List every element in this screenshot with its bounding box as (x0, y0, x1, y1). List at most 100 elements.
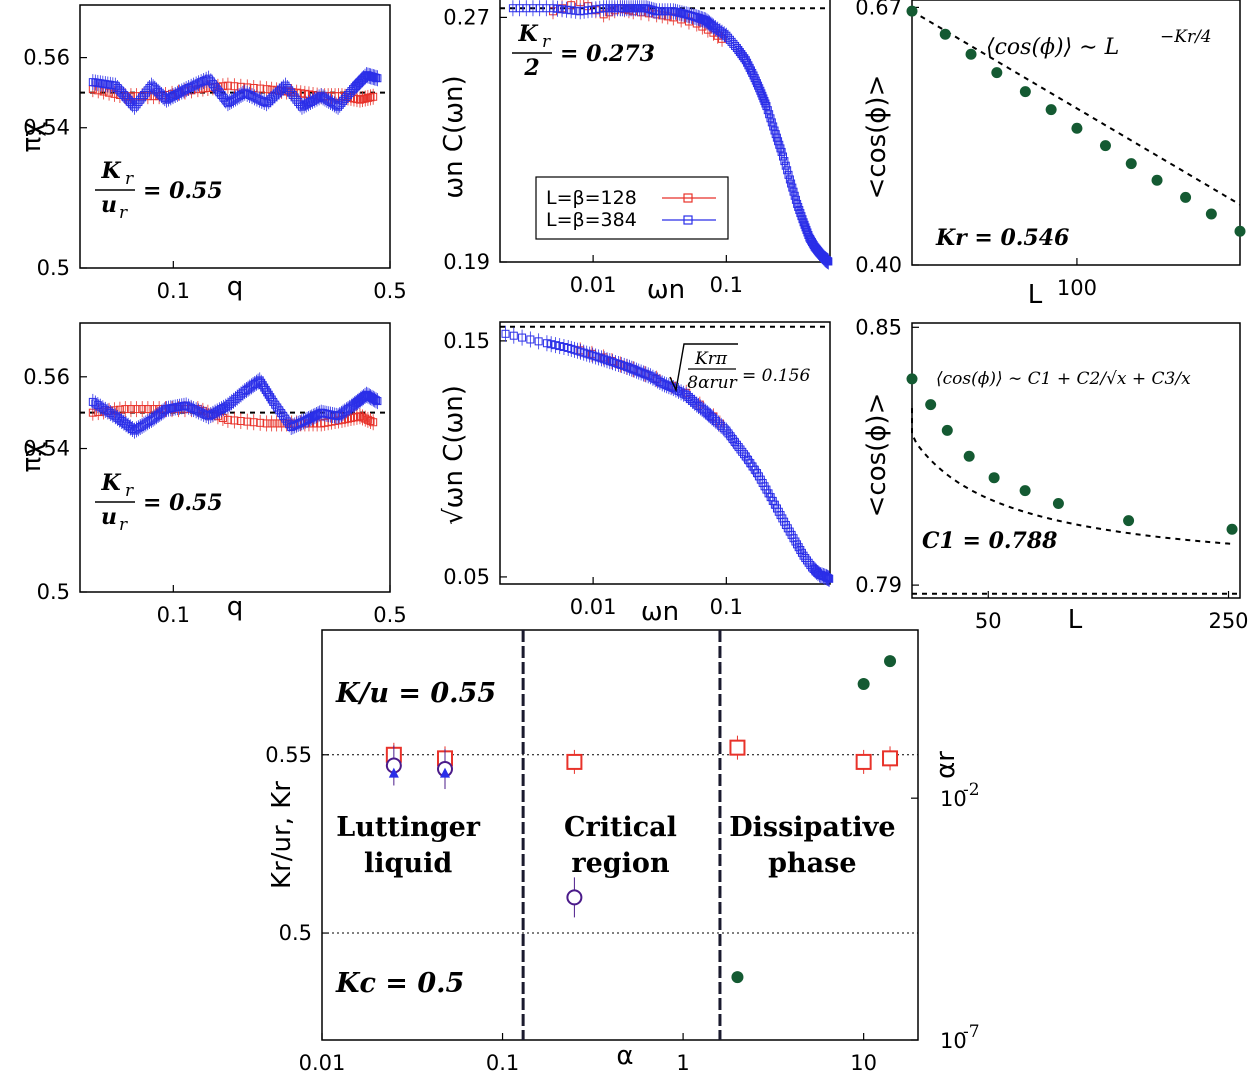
data-point (361, 414, 370, 423)
data-point (124, 95, 133, 104)
data-point (780, 157, 789, 166)
data-point (648, 373, 657, 382)
y-axis-label: √ωn C(ωn) (439, 385, 469, 525)
data-point (230, 416, 239, 425)
data-point (906, 5, 918, 17)
annotation-numerator: K (100, 470, 121, 496)
annotation-denominator: 8αrur (687, 373, 737, 393)
data-point (781, 161, 790, 170)
x-tick-label: 0.01 (299, 1051, 346, 1075)
data-point (611, 359, 620, 368)
data-point (439, 767, 450, 778)
data-point (204, 74, 213, 83)
data-point (965, 48, 977, 60)
panel-b1: 0.01 0.1 0.19 0.27 K r2 = 0.273 ωn C(ωn) ωn L=β=1… (439, 0, 833, 305)
x-tick-label: 0.1 (157, 603, 190, 627)
annotation-numerator: K (517, 21, 538, 47)
data-point (766, 114, 775, 123)
region-label: phase (768, 848, 856, 879)
data-point (758, 91, 767, 100)
data-point (215, 88, 224, 97)
data-point (603, 356, 612, 365)
data-point (588, 351, 597, 360)
data-point (724, 429, 733, 438)
annotation-value: = 0.55 (143, 178, 223, 204)
data-point (732, 43, 741, 52)
data-point (256, 418, 265, 427)
data-point (734, 46, 743, 55)
data-point (800, 220, 809, 229)
data-point (585, 350, 594, 359)
annotation-formula: ⟨cos(ϕ)⟩ ∼ C1 + C2/√x + C3/x (936, 369, 1191, 389)
data-point (740, 54, 749, 63)
y-axis-label: <cos(ϕ)> (862, 393, 892, 518)
data-point (526, 335, 535, 344)
legend-box (535, 176, 729, 240)
data-point (1019, 485, 1031, 497)
data-point (738, 52, 747, 61)
y2-axis-label: αr (931, 751, 961, 779)
data-point (799, 218, 808, 227)
data-point (117, 88, 126, 97)
y-tick-label: 0.19 (443, 250, 490, 274)
x-tick-label: 1 (676, 1051, 689, 1075)
data-point (551, 341, 560, 350)
data-point (558, 5, 567, 14)
data-point (260, 383, 269, 392)
label-kc: Kc = 0.5 (335, 968, 464, 999)
annotation-denominator-sub: r (119, 203, 128, 223)
data-point (267, 419, 276, 428)
data-point (906, 373, 918, 385)
annotation-value: = 0.273 (560, 41, 655, 67)
data-point (221, 96, 230, 105)
data-point (784, 170, 793, 179)
x-axis-label: ωn (641, 597, 679, 627)
x-tick-label: 0.01 (570, 595, 617, 619)
x-tick-label: 250 (1208, 609, 1248, 633)
data-point (882, 750, 899, 767)
x-tick-label: 100 (1057, 276, 1097, 300)
data-point (714, 419, 723, 428)
annotation-numerator: K (100, 158, 121, 184)
data-point (939, 28, 951, 40)
data-point (740, 450, 749, 459)
data-point (549, 4, 558, 13)
data-point (785, 175, 794, 184)
x-axis-label: q (227, 592, 244, 622)
data-point (388, 767, 399, 778)
data-point (821, 255, 830, 264)
data-point (221, 402, 230, 411)
data-point (671, 7, 680, 16)
data-point (737, 50, 746, 59)
region-label: Critical (564, 812, 677, 843)
y-tick-label: 0.5 (37, 256, 70, 280)
data-point (126, 405, 135, 414)
data-point (677, 9, 686, 18)
panel-b2: 0.01 0.1 0.05 0.15 Krπ 8αrur = 0.156 √ωn C(ωn) ω… (439, 321, 834, 627)
plot-frame (911, 0, 1241, 266)
data-point (760, 96, 769, 105)
plot-frame (911, 322, 1241, 599)
data-point (261, 385, 270, 394)
data-point (262, 85, 271, 94)
y-axis-label: <cos(ϕ)> (862, 75, 892, 200)
data-point (128, 100, 137, 109)
data-point (567, 6, 576, 15)
data-point (789, 187, 798, 196)
annotation: ⟨cos(ϕ)⟩ ∼ C1 + C2/√x + C3/x C1 = 0.788 (922, 369, 1191, 554)
annotation-exponent: −Kr/4 (1160, 27, 1212, 47)
data-point (223, 415, 232, 424)
annotation-denominator: 2 (523, 55, 539, 81)
y-tick-label: 0.56 (23, 365, 70, 389)
y-tick-label: 0.15 (443, 329, 490, 353)
data-point (941, 424, 953, 436)
data-point (787, 179, 796, 188)
data-point (811, 566, 820, 575)
data-point (361, 94, 370, 103)
data-point (349, 413, 358, 422)
y-tick-label: 0.40 (855, 253, 902, 277)
data-point (728, 435, 737, 444)
x-tick-label: 0.1 (157, 279, 190, 303)
